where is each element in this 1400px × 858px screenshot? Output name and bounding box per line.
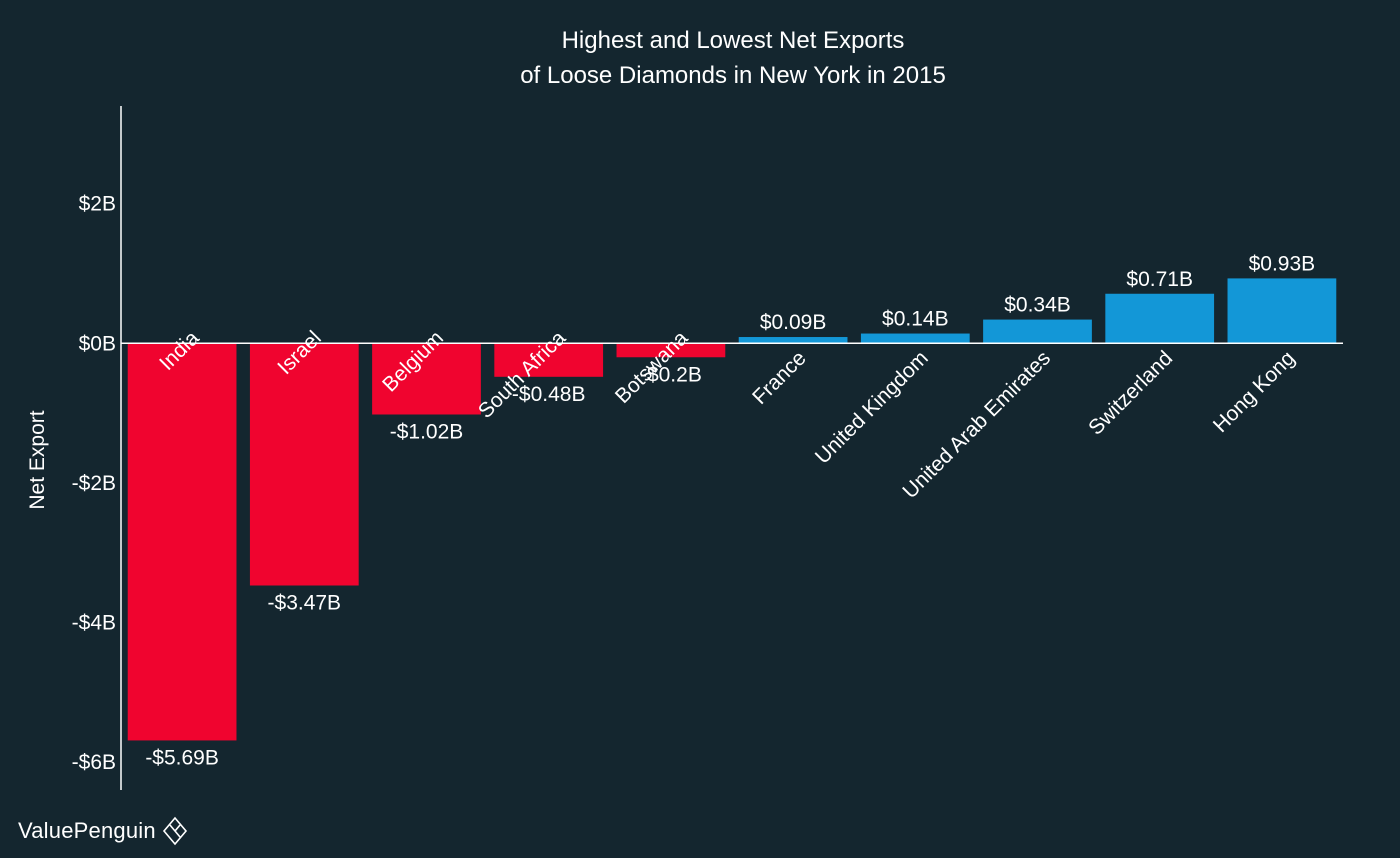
bars xyxy=(127,278,1337,741)
y-tick-label: -$4B xyxy=(72,611,116,634)
bar xyxy=(983,319,1092,344)
category-label: France xyxy=(748,347,810,409)
bar-value-label: -$0.2B xyxy=(640,363,702,386)
y-axis-label: Net Export xyxy=(26,410,49,509)
bar xyxy=(372,343,481,415)
bar-value-label: $0.34B xyxy=(1004,294,1071,317)
bar xyxy=(1227,278,1337,344)
bar xyxy=(127,343,237,741)
bar xyxy=(860,333,970,344)
chart-title-line-1: Highest and Lowest Net Exports xyxy=(562,27,905,54)
chart-title-line-2: of Loose Diamonds in New York in 2015 xyxy=(520,62,946,89)
bar xyxy=(249,343,359,586)
value-labels: -$5.69B -$3.47B -$1.02B -$0.48B -$0.2B $0.09B… xyxy=(145,252,1315,769)
bar xyxy=(1105,293,1215,344)
bar-value-label: $0.93B xyxy=(1249,252,1316,275)
y-tick-label: -$2B xyxy=(72,472,116,495)
bar-value-label: -$5.69B xyxy=(145,746,219,769)
y-axis-ticks: $2B $0B -$2B -$4B -$6B xyxy=(72,193,116,774)
category-label: United Kingdom xyxy=(811,347,933,469)
bar xyxy=(494,343,604,377)
bar-value-label: $0.71B xyxy=(1126,268,1193,291)
bar-value-label: -$0.48B xyxy=(512,383,586,406)
y-tick-label: $2B xyxy=(79,193,116,216)
y-tick-label: -$6B xyxy=(72,751,116,774)
diamond-logo-icon xyxy=(162,816,188,846)
brand-name: ValuePenguin xyxy=(18,818,156,843)
category-label: Switzerland xyxy=(1084,347,1177,440)
bar-value-label: -$3.47B xyxy=(268,591,342,614)
category-label: Hong Kong xyxy=(1209,347,1300,438)
y-tick-label: $0B xyxy=(79,332,116,355)
bar-value-label: -$1.02B xyxy=(390,420,464,443)
bar xyxy=(616,343,726,358)
bar-value-label: $0.09B xyxy=(760,311,827,334)
bar-value-label: $0.14B xyxy=(882,308,949,331)
bar xyxy=(738,337,848,344)
brand-logo: ValuePenguin xyxy=(18,816,188,846)
